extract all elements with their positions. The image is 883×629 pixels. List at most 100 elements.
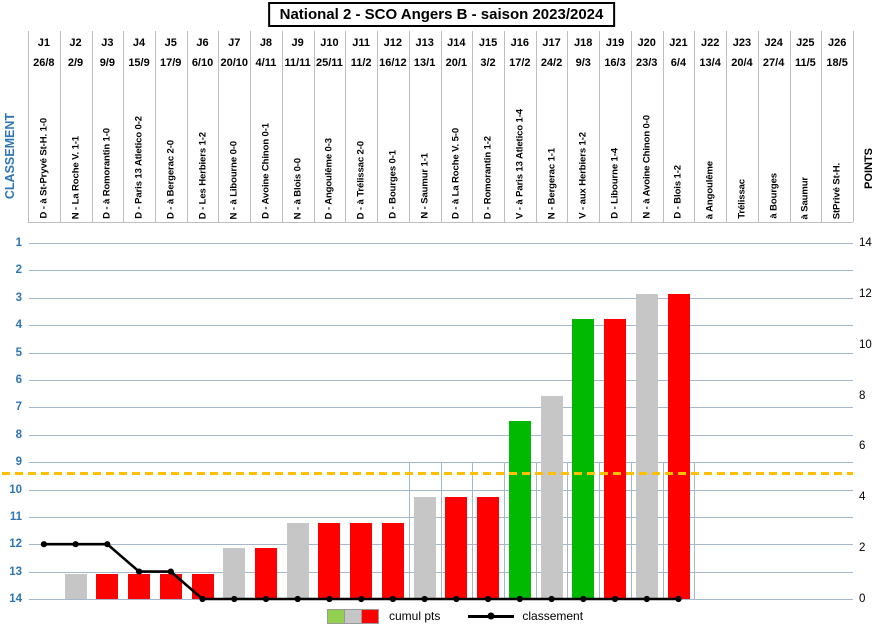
right-axis-tick: 0 <box>859 593 866 605</box>
matchday-label: J13 <box>415 37 434 49</box>
left-axis-tick: 1 <box>15 237 22 249</box>
header-column-border <box>630 31 632 222</box>
cumul-pts-bar <box>477 497 500 599</box>
header-column-border <box>567 31 569 222</box>
cumul-pts-bar <box>318 522 341 599</box>
header-column-border <box>345 31 347 222</box>
cumul-pts-bar <box>381 522 404 599</box>
right-axis-tick: 14 <box>859 237 872 249</box>
gridline <box>29 270 853 272</box>
matchday-date: 17/2 <box>509 57 531 69</box>
cumul-pts-bar <box>64 573 87 599</box>
cumul-pts-bar <box>540 395 563 599</box>
left-axis-tick: 11 <box>9 510 22 523</box>
draw-swatch-icon <box>344 608 361 624</box>
right-axis-tick: 4 <box>859 491 866 504</box>
header-column-border <box>821 31 823 222</box>
left-axis-tick: 3 <box>15 291 22 304</box>
header-bottom-border <box>28 222 853 223</box>
left-axis-tick: 6 <box>15 373 22 386</box>
legend: cumul pts classement <box>327 607 611 625</box>
category-separator <box>472 462 474 599</box>
right-axis-tick: 12 <box>859 287 872 300</box>
cumul-pts-bar <box>604 319 626 599</box>
matchday-date: 20/10 <box>220 57 248 69</box>
cumul-pts-bar <box>413 497 436 599</box>
header-column-border <box>726 31 728 222</box>
header-column-border <box>408 31 410 222</box>
left-axis-tick: 7 <box>15 401 22 414</box>
category-separator <box>630 462 632 599</box>
matchday-date: 3/2 <box>480 57 496 69</box>
cumul-pts-bar <box>445 497 468 599</box>
cumul-pts-bar <box>223 548 246 599</box>
gridline <box>29 379 853 381</box>
gridline <box>29 407 853 409</box>
header-column-border <box>28 31 29 222</box>
cumul-pts-bar <box>667 293 690 599</box>
matchday-label: J7 <box>228 37 241 49</box>
cumul-pts-bar <box>96 573 119 599</box>
header-column-border <box>599 31 601 222</box>
matchday-date: 26/8 <box>33 57 55 69</box>
matchday-date: 13/4 <box>699 57 721 69</box>
matchday-date: 11/2 <box>350 57 372 69</box>
matchday-date: 9/9 <box>99 57 115 69</box>
left-axis-tick: 14 <box>9 593 22 605</box>
matchday-label: J26 <box>827 37 847 49</box>
header-column-border <box>91 31 93 222</box>
header-column-border <box>281 31 283 222</box>
cumul-pts-bar <box>572 319 595 599</box>
cumul-pts-bar <box>159 573 182 599</box>
gridline <box>29 297 853 299</box>
header-column-border <box>535 31 537 222</box>
cumul-pts-bar <box>128 573 151 599</box>
matchday-date: 20/4 <box>731 57 753 69</box>
header-column-border <box>789 31 791 222</box>
matchday-date: 20/1 <box>445 57 468 69</box>
matchday-date: 16/3 <box>604 57 626 69</box>
left-axis-tick: 13 <box>9 565 22 578</box>
matchday-label: J16 <box>510 37 530 49</box>
matchday-date: 4/11 <box>255 57 277 69</box>
cumul-pts-bar <box>508 421 531 599</box>
threshold-dashed-line <box>2 472 853 475</box>
cumul-pts-bar <box>350 522 373 599</box>
matchday-date: 6/10 <box>191 57 214 69</box>
matchday-label: J21 <box>669 37 688 49</box>
win-swatch-icon <box>327 608 344 624</box>
header-column-border <box>694 31 696 222</box>
matchday-date: 6/4 <box>670 57 687 69</box>
matchday-date: 15/9 <box>128 57 150 69</box>
matchday-date: 23/3 <box>636 57 658 69</box>
matchday-label: J12 <box>383 37 403 49</box>
left-axis-tick: 12 <box>9 538 22 551</box>
category-separator <box>535 462 537 599</box>
matchday-label: J19 <box>605 37 625 49</box>
matchday-label: J8 <box>259 37 273 49</box>
category-separator <box>504 462 505 599</box>
matchday-label: J24 <box>764 37 783 49</box>
category-separator <box>694 462 696 599</box>
matchday-label: J20 <box>637 37 656 49</box>
header-column-border <box>218 31 220 222</box>
cumul-pts-bar <box>286 522 309 599</box>
matchday-label: J3 <box>101 37 114 49</box>
left-axis-tick: 8 <box>15 428 22 441</box>
matchday-date: 25/11 <box>315 57 343 69</box>
legend-line-label: classement <box>522 609 584 623</box>
matchday-date: 18/5 <box>826 57 848 69</box>
gridline <box>29 243 853 244</box>
cumul-pts-bar <box>255 548 277 599</box>
legend-bar-swatches <box>327 608 379 624</box>
matchday-date: 17/9 <box>160 57 182 69</box>
matchday-label: J1 <box>37 37 50 49</box>
header-column-border <box>59 31 61 222</box>
left-axis-tick: 2 <box>15 264 22 277</box>
gridline <box>29 352 853 354</box>
header-column-border <box>440 31 442 222</box>
right-axis-tick: 2 <box>859 542 866 555</box>
right-axis-tick: 8 <box>859 389 866 402</box>
matchday-label: J6 <box>196 37 209 49</box>
